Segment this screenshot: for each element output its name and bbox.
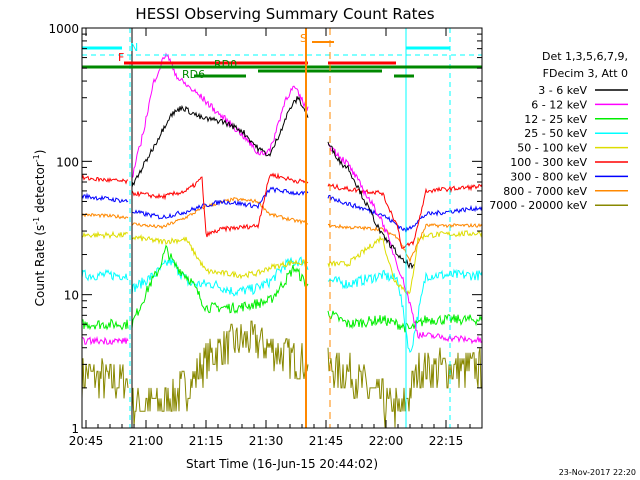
y-tick-label: 1000 [48, 22, 79, 36]
legend-label: 6 - 12 keV [531, 98, 587, 111]
rd6-label: RD6 [182, 68, 205, 81]
legend-label: 3 - 6 keV [538, 84, 587, 97]
legend-label: 800 - 7000 keV [503, 185, 587, 198]
y-axis-label: Count Rate (s-1 detector-1) [32, 150, 47, 307]
series-line-50to100keV [82, 230, 482, 295]
series-line-12to25keV [82, 244, 482, 333]
y-tick-label: 1 [71, 422, 79, 436]
plot-frame [81, 27, 483, 429]
x-tick-label: 22:00 [369, 434, 404, 448]
plot-area: NF S RD0 RD6 [82, 28, 482, 428]
saa-label: S [300, 32, 307, 45]
series-line-800to7000keV [82, 196, 482, 264]
x-tick-label: 21:45 [309, 434, 344, 448]
legend-header-2: FDecim 3, Att 0 [543, 67, 628, 80]
series-line-6to12keV [82, 52, 482, 346]
flare-label: F [118, 51, 124, 64]
x-axis-label: Start Time (16-Jun-15 20:44:02) [186, 457, 378, 471]
legend-header-1: Det 1,3,5,6,7,9, [542, 50, 628, 63]
series-line-7000to20000keV [82, 320, 482, 428]
x-tick-label: 22:15 [429, 434, 464, 448]
generation-timestamp: 23-Nov-2017 22:20 [559, 468, 636, 477]
legend-label: 7000 - 20000 keV [489, 199, 587, 212]
legend-label: 300 - 800 keV [510, 170, 587, 183]
x-axis: 20:45 21:00 21:15 21:30 21:45 22:00 22:15 [69, 28, 483, 448]
night-label: N [130, 41, 138, 54]
legend-label: 12 - 25 keV [524, 113, 587, 126]
y-tick-label: 10 [64, 289, 79, 303]
chart-title: HESSI Observing Summary Count Rates [135, 5, 434, 23]
x-tick-label: 21:15 [189, 434, 224, 448]
legend: Det 1,3,5,6,7,9, FDecim 3, Att 0 3 - 6 k… [489, 50, 628, 212]
y-axis: 1 10 100 1000 [48, 22, 482, 436]
legend-label: 100 - 300 keV [510, 156, 587, 169]
rd0-label: RD0 [214, 58, 237, 71]
legend-label: 25 - 50 keV [524, 127, 587, 140]
series-line-100to300keV [82, 172, 482, 250]
series-line-300to800keV [82, 186, 482, 235]
y-tick-label: 100 [56, 155, 79, 169]
x-tick-label: 20:45 [69, 434, 104, 448]
legend-label: 50 - 100 keV [517, 142, 587, 155]
x-tick-label: 21:00 [129, 434, 164, 448]
x-tick-label: 21:30 [249, 434, 284, 448]
series-line-3to6keV [131, 96, 415, 270]
